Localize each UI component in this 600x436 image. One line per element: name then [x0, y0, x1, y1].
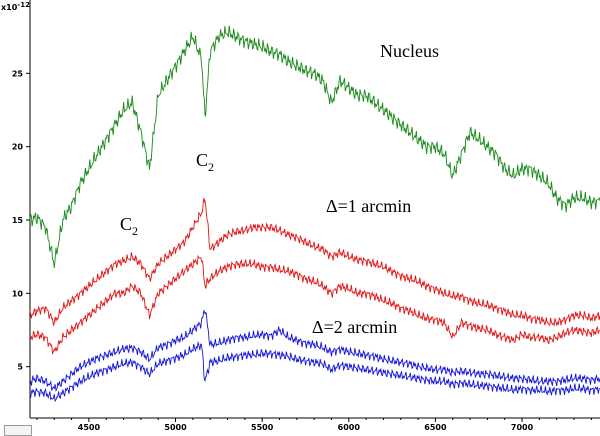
x-tick-label: 6000: [338, 423, 361, 432]
series-line-two-arcmin-upper: [29, 309, 600, 393]
series-line-one-arcmin-upper: [29, 198, 600, 327]
series-line-nucleus: [29, 25, 600, 268]
series-line-one-arcmin-lower: [29, 254, 600, 356]
x-tick-label: 7000: [511, 423, 534, 432]
corner-widget[interactable]: [4, 425, 32, 436]
x-tick-label: 5500: [251, 423, 274, 432]
c2-left-sub: 2: [132, 224, 138, 238]
y-multiplier-exp: -12: [17, 1, 30, 9]
y-tick-label: 5: [17, 363, 23, 372]
y-tick-label: 15: [12, 216, 24, 225]
x-tick-label: 4500: [78, 423, 101, 432]
annotation-nucleus: Nucleus: [380, 41, 439, 61]
c2-left-main: C: [120, 214, 132, 234]
ticks-layer: 4500 5000 5500 6000 6500 7000 5 10 15 20 25: [12, 69, 592, 432]
y-multiplier-label: x10-12: [1, 1, 30, 12]
x-tick-label: 5000: [164, 423, 187, 432]
annotation-c2-left: C2: [120, 214, 138, 238]
y-tick-label: 10: [12, 289, 24, 298]
annotation-delta-2: Δ=2 arcmin: [312, 317, 397, 337]
annotation-delta-1: Δ=1 arcmin: [326, 196, 411, 216]
series-line-two-arcmin-lower: [29, 341, 600, 403]
annotation-c2-upper: C2: [196, 150, 214, 174]
c2-upper-sub: 2: [208, 160, 214, 174]
y-tick-label: 25: [12, 69, 24, 78]
y-tick-label: 20: [12, 143, 24, 152]
c2-upper-main: C: [196, 150, 208, 170]
x-tick-label: 6500: [424, 423, 447, 432]
series-layer: [29, 25, 600, 403]
